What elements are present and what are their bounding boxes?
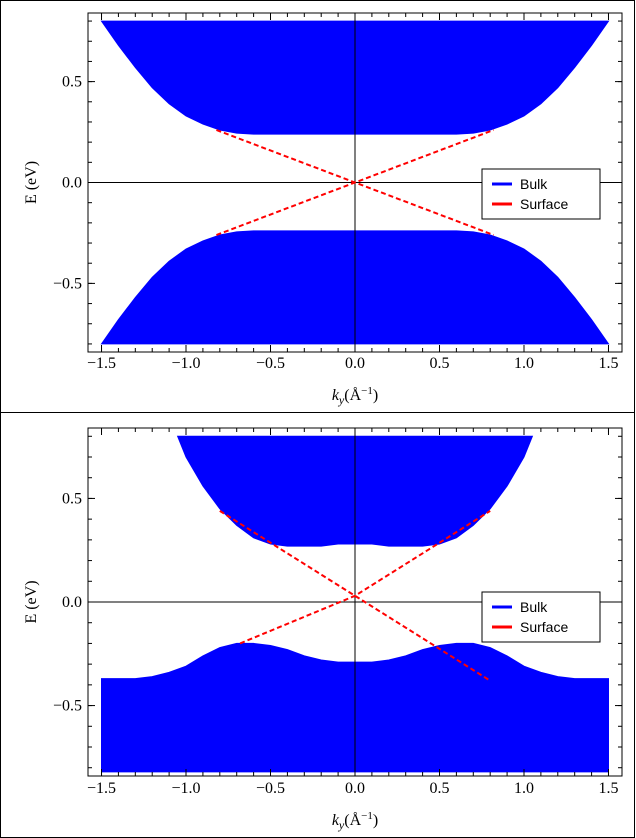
bottom-surface-state-2 xyxy=(239,510,491,645)
bottom-x-tick-label: 1.5 xyxy=(598,780,618,797)
top-x-tick-label: 1.5 xyxy=(598,355,618,372)
top-y-tick-label: −0.5 xyxy=(53,275,82,292)
top-surface-state-2 xyxy=(216,129,494,236)
top-y-tick-label: 0.0 xyxy=(62,175,82,192)
top-legend: Bulk Surface xyxy=(481,168,601,220)
bottom-surface-state-1 xyxy=(219,510,491,682)
bottom-x-tick-label: −1.5 xyxy=(87,780,116,797)
bottom-y-tick-label: 0.5 xyxy=(62,490,82,507)
bottom-x-tick-label: 0.0 xyxy=(345,780,365,797)
bottom-legend-label-surface: Surface xyxy=(520,619,568,635)
bottom-legend-label-bulk: Bulk xyxy=(520,599,548,615)
bottom-y-tick-label: 0.0 xyxy=(62,594,82,611)
bottom-chart: −1.5 −1.0 −0.5 0.0 0.5 1.0 1.5 −0.5 0.0 0.5 ky(Å−1… xyxy=(23,427,623,832)
bottom-x-tick-label: −1.0 xyxy=(171,780,200,797)
bottom-legend: Bulk Surface xyxy=(481,591,601,643)
bottom-x-axis-title: ky(Å−1) xyxy=(332,810,378,832)
bottom-y-tick-label: −0.5 xyxy=(53,698,82,715)
top-x-tick-label: −1.5 xyxy=(87,355,116,372)
top-x-tick-label: −1.0 xyxy=(171,355,200,372)
top-x-axis-title: ky(Å−1) xyxy=(332,385,378,407)
bottom-x-tick-label: −0.5 xyxy=(256,780,285,797)
top-y-tick-label: 0.5 xyxy=(62,74,82,91)
bottom-y-axis-title: E (eV) xyxy=(23,580,40,623)
top-legend-label-surface: Surface xyxy=(520,196,568,212)
top-x-tick-label: −0.5 xyxy=(256,355,285,372)
top-chart: −1.5 −1.0 −0.5 0.0 0.5 1.0 1.5 −0.5 0.0 0.5 ky(Å−1… xyxy=(23,12,623,407)
top-x-tick-label: 0.0 xyxy=(345,355,365,372)
top-x-tick-label: 0.5 xyxy=(429,355,449,372)
top-legend-box xyxy=(481,168,601,220)
top-legend-label-bulk: Bulk xyxy=(520,176,548,192)
bottom-x-tick-label: 0.5 xyxy=(429,780,449,797)
top-x-tick-label: 1.0 xyxy=(514,355,534,372)
top-y-axis-title: E (eV) xyxy=(23,161,40,204)
bottom-legend-box xyxy=(481,591,601,643)
bottom-x-tick-label: 1.0 xyxy=(514,780,534,797)
